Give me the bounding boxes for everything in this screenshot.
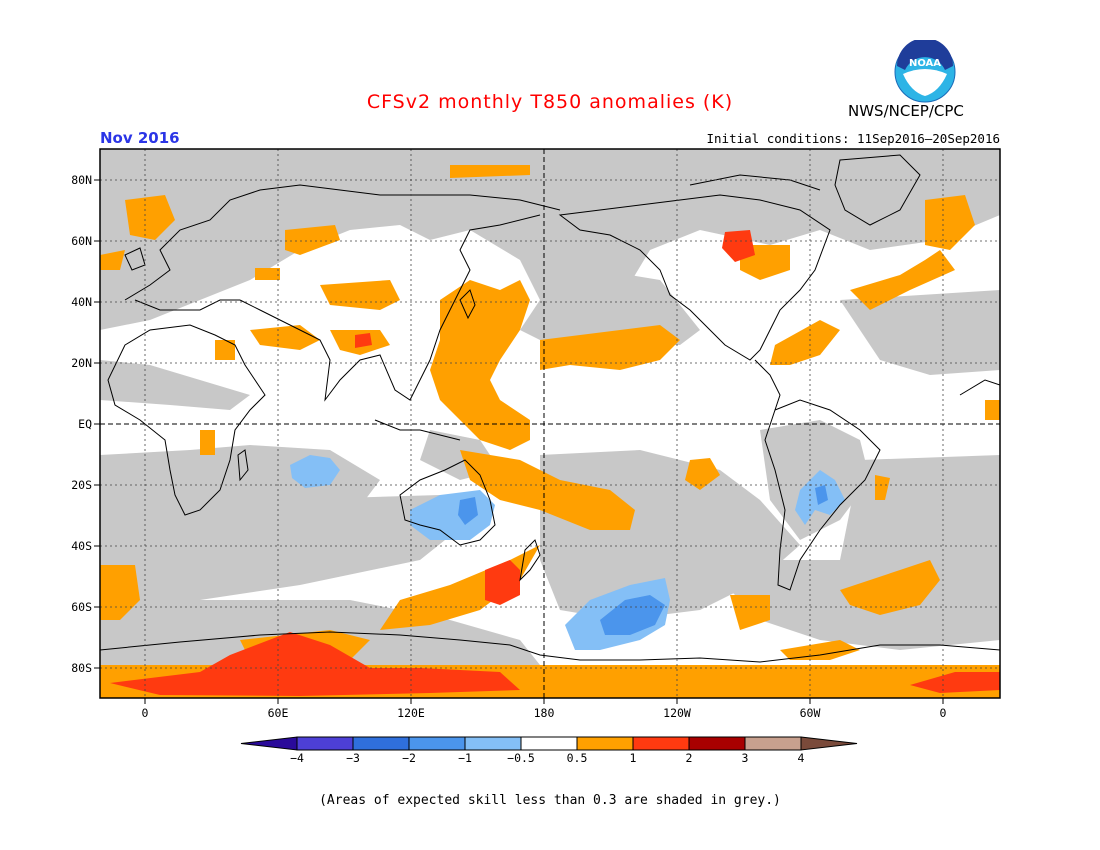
lon-label: 180 (534, 706, 555, 720)
colorbar-swatch (352, 736, 410, 751)
warm-anomaly-1-2 (110, 230, 1000, 696)
lon-label: 60W (800, 706, 821, 720)
skill-note: (Areas of expected skill less than 0.3 a… (319, 793, 781, 808)
colorbar-swatch (576, 736, 634, 751)
colorbar-swatch (408, 736, 466, 751)
colorbar-arrow-high (800, 736, 858, 751)
graticule (100, 149, 1000, 698)
colorbar-label: 3 (742, 751, 749, 765)
lat-label: 20S (71, 478, 92, 492)
map-title: CFSv2 monthly T850 anomalies (K) (366, 91, 734, 113)
coastlines (100, 154, 1000, 663)
colorbar-label: 0.5 (567, 751, 588, 765)
lat-label: 20N (71, 356, 92, 370)
lon-label: 0 (940, 706, 947, 720)
initial-conditions: Initial conditions: 11Sep2016–20Sep2016 (706, 131, 1001, 146)
colorbar-label: −3 (346, 751, 360, 765)
colorbar-label: −0.5 (507, 751, 535, 765)
colorbar-label: 2 (686, 751, 693, 765)
lon-label: 0 (142, 706, 149, 720)
colorbar-labels: −4 −3 −2 −1 −0.5 0.5 1 2 3 4 (290, 751, 804, 765)
colorbar-arrow-low (240, 736, 298, 751)
colorbar-swatch (688, 736, 746, 751)
colorbar-swatch (632, 736, 690, 751)
lon-label: 120W (663, 706, 691, 720)
colorbar-label: −1 (458, 751, 472, 765)
lat-label: EQ (78, 417, 92, 431)
lon-label: 120E (397, 706, 425, 720)
colorbar-swatch (744, 736, 802, 751)
lat-label: 40S (71, 539, 92, 553)
colorbar-label: 4 (798, 751, 805, 765)
colorbar-swatch (296, 736, 354, 751)
colorbar-label: −4 (290, 751, 304, 765)
latitude-labels: 80N 60N 40N 20N EQ 20S 40S 60S 80S (71, 173, 92, 675)
lat-label: 60N (71, 234, 92, 248)
lat-label: 40N (71, 295, 92, 309)
lat-label: 60S (71, 600, 92, 614)
map-field (100, 149, 1000, 698)
colorbar (240, 736, 858, 751)
lat-label: 80S (71, 661, 92, 675)
colorbar-swatch (520, 736, 578, 751)
forecast-month: Nov 2016 (100, 129, 180, 147)
lat-label: 80N (71, 173, 92, 187)
longitude-labels: 0 60E 120E 180 120W 60W 0 (142, 706, 947, 720)
noaa-logo-text: NOAA (909, 58, 941, 69)
colorbar-label: −2 (402, 751, 416, 765)
agency-label: NWS/NCEP/CPC (848, 102, 964, 120)
colorbar-label: 1 (630, 751, 637, 765)
axis-ticks (94, 179, 944, 704)
cool-anomaly-1-2 (458, 485, 828, 635)
noaa-logo: NOAA (894, 40, 956, 103)
equator-dateline (100, 149, 1000, 698)
colorbar-swatch (464, 736, 522, 751)
lon-label: 60E (268, 706, 289, 720)
